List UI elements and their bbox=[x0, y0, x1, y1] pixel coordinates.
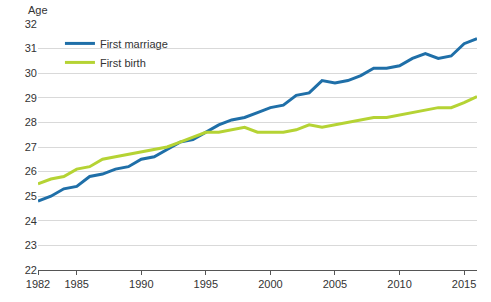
svg-text:First birth: First birth bbox=[100, 57, 146, 69]
svg-text:28: 28 bbox=[25, 116, 37, 128]
svg-text:First marriage: First marriage bbox=[100, 38, 168, 50]
svg-text:2000: 2000 bbox=[258, 278, 282, 290]
svg-text:1990: 1990 bbox=[129, 278, 153, 290]
svg-text:2005: 2005 bbox=[323, 278, 347, 290]
svg-text:2010: 2010 bbox=[387, 278, 411, 290]
svg-text:1982: 1982 bbox=[26, 278, 50, 290]
svg-text:23: 23 bbox=[25, 239, 37, 251]
svg-text:30: 30 bbox=[25, 67, 37, 79]
svg-text:29: 29 bbox=[25, 92, 37, 104]
svg-text:26: 26 bbox=[25, 165, 37, 177]
svg-text:Age: Age bbox=[28, 4, 48, 16]
svg-text:24: 24 bbox=[25, 215, 37, 227]
svg-text:25: 25 bbox=[25, 190, 37, 202]
svg-text:2015: 2015 bbox=[452, 278, 476, 290]
svg-text:1995: 1995 bbox=[194, 278, 218, 290]
svg-text:1985: 1985 bbox=[64, 278, 88, 290]
svg-text:31: 31 bbox=[25, 42, 37, 54]
svg-text:32: 32 bbox=[25, 18, 37, 30]
svg-text:22: 22 bbox=[25, 264, 37, 276]
svg-text:27: 27 bbox=[25, 141, 37, 153]
